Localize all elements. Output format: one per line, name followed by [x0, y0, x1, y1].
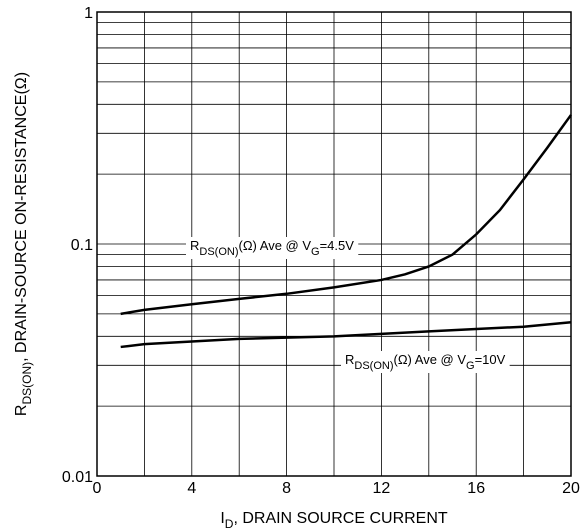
x-tick-label: 16 — [467, 480, 485, 497]
series-annotation: RDS(ON)(Ω) Ave @ VG=10V — [345, 352, 506, 372]
annotation-bg — [341, 351, 510, 373]
x-axis-label-part: , DRAIN SOURCE CURRENT — [233, 510, 447, 527]
series-annotation-part: (Ω) Ave @ V — [239, 238, 312, 253]
series-annotation-part: =4.5V — [320, 238, 355, 253]
x-tick-label: 12 — [373, 480, 391, 497]
annotation-bg — [186, 237, 359, 259]
y-tick-label: 0.1 — [71, 237, 93, 254]
series-annotation: RDS(ON)(Ω) Ave @ VG=4.5V — [190, 238, 354, 258]
y-axis-label-part: DS(ON) — [20, 362, 34, 405]
series-annotation-part: R — [345, 352, 354, 367]
y-axis-label: RDS(ON), DRAIN-SOURCE ON-RESISTANCE(Ω) — [13, 72, 34, 416]
x-axis-label-part: D — [225, 517, 234, 531]
y-axis-label-part: R — [13, 405, 30, 417]
series-annotation-part: G — [466, 360, 475, 372]
series-annotation-part: R — [190, 238, 199, 253]
line-series — [120, 114, 573, 316]
line-series — [120, 320, 572, 349]
series-annotation-part: DS(ON) — [354, 360, 393, 372]
x-tick-label: 20 — [562, 480, 580, 497]
plot-frame — [96, 11, 572, 477]
series-annotation-part: =10V — [475, 352, 506, 367]
y-tick-label: 1 — [84, 5, 93, 22]
series-annotation-part: G — [311, 246, 320, 258]
x-tick-label: 4 — [187, 480, 196, 497]
y-tick-label: 0.01 — [62, 469, 93, 486]
y-axis-label-part: , DRAIN-SOURCE ON-RESISTANCE(Ω) — [13, 72, 30, 362]
series-annotation-part: (Ω) Ave @ V — [394, 352, 467, 367]
x-tick-label: 8 — [282, 480, 291, 497]
x-axis-label-part: I — [220, 510, 224, 527]
series-annotation-part: DS(ON) — [199, 246, 238, 258]
x-axis-label: ID, DRAIN SOURCE CURRENT — [220, 510, 448, 531]
x-tick-label: 0 — [93, 480, 102, 497]
